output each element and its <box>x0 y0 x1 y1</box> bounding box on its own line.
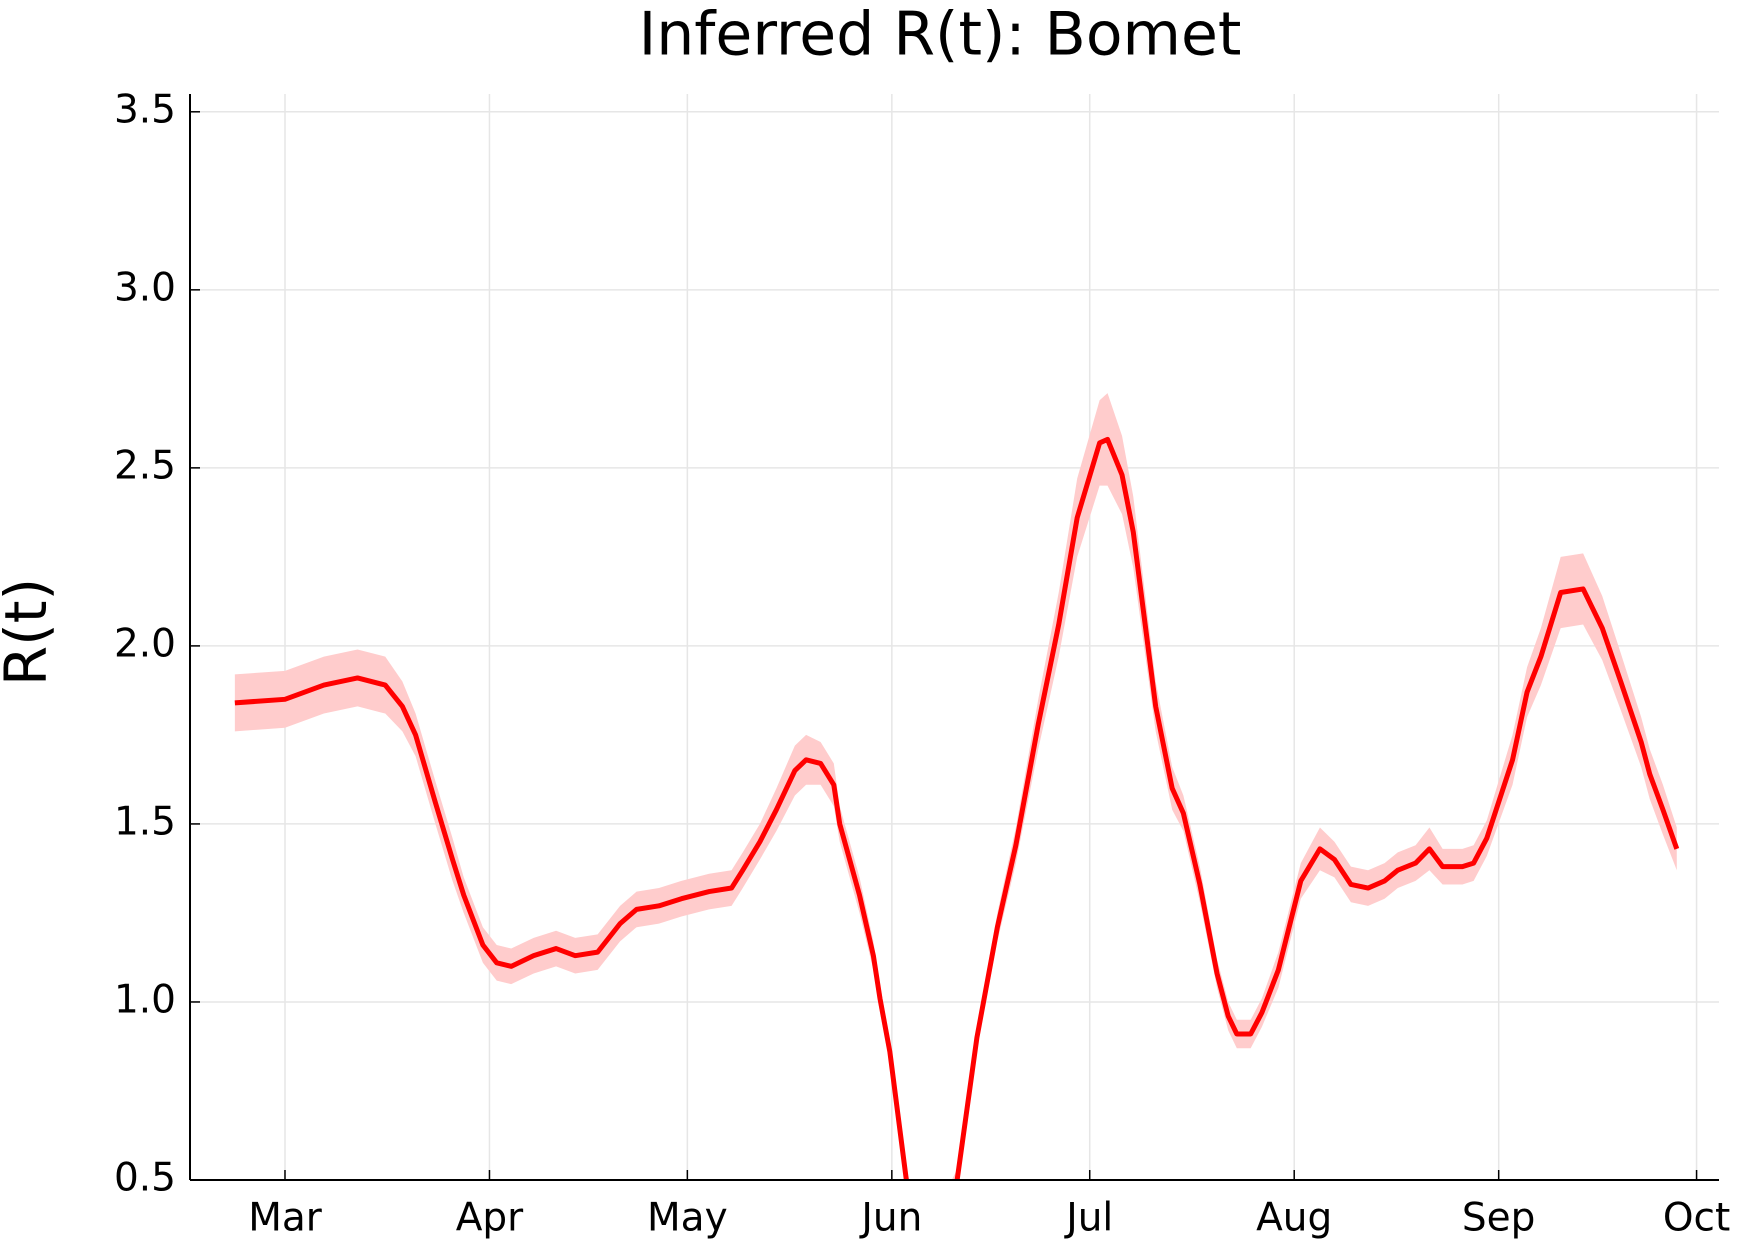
chart-title: Inferred R(t): Bomet <box>639 0 1242 70</box>
x-tick-label: Sep <box>1462 1196 1536 1241</box>
y-tick-label: 1.5 <box>114 799 176 844</box>
x-tick-label: May <box>647 1196 728 1241</box>
y-tick-label: 3.0 <box>114 265 176 310</box>
x-tick-label: Oct <box>1663 1196 1730 1241</box>
line <box>234 436 1680 1180</box>
x-tick-label: Aug <box>1256 1196 1332 1241</box>
y-tick-label: 0.5 <box>114 1156 176 1201</box>
y-tick-label: 2.0 <box>114 621 176 666</box>
y-tick-label: 2.5 <box>114 443 176 488</box>
x-tick-label: Jun <box>858 1196 922 1241</box>
x-tick-label: Mar <box>248 1196 323 1241</box>
y-tick-label: 1.0 <box>114 977 176 1022</box>
y-axis-label: R(t) <box>0 578 60 686</box>
confidence-band <box>234 393 1677 1180</box>
x-tick-label: Jul <box>1063 1196 1113 1241</box>
plot-area <box>234 393 1680 1180</box>
y-tick-label: 3.5 <box>114 87 176 132</box>
x-tick-label: Apr <box>456 1196 524 1241</box>
